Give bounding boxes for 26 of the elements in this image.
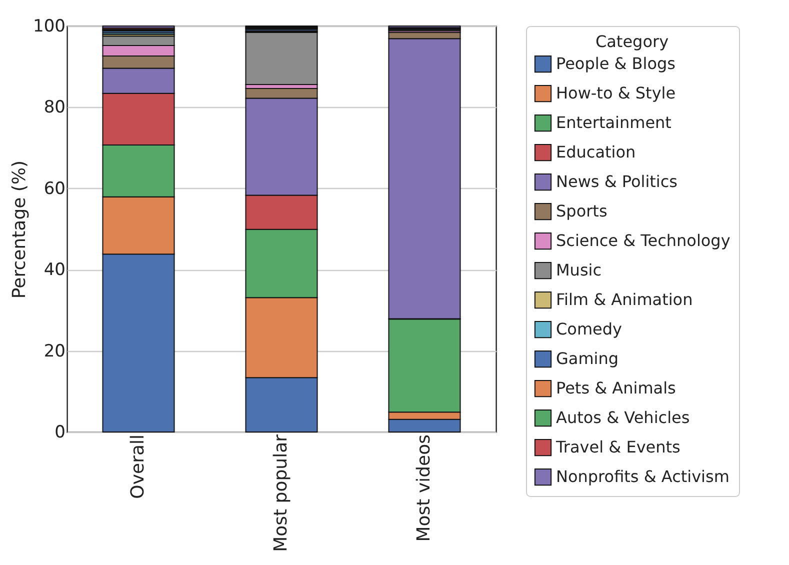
legend-label: Travel & Events — [555, 438, 680, 456]
y-tick-label: 20 — [44, 341, 66, 362]
y-tick-label: 40 — [44, 260, 66, 280]
legend-label: People & Blogs — [556, 54, 676, 73]
legend-label: Gaming — [556, 349, 619, 368]
x-tick-label: Most popular — [270, 434, 292, 552]
y-tick-label: 0 — [54, 422, 66, 442]
legend-label: Education — [556, 142, 636, 162]
legend-label: Comedy — [556, 320, 622, 338]
y-tick-label: 100 — [33, 16, 66, 36]
legend-label: Entertainment — [556, 113, 672, 132]
legend-label: Sports — [556, 202, 608, 220]
x-tick-label: Most videos — [414, 434, 434, 542]
legend-label: Music — [556, 260, 602, 280]
legend-label: Film & Animation — [556, 290, 693, 309]
legend-label: Autos & Vehicles — [556, 408, 690, 427]
x-tick-label: Overall — [128, 434, 148, 499]
y-tick-label: 60 — [44, 178, 66, 199]
legend-label: Nonprofits & Activism — [556, 467, 730, 486]
legend-label: Science & Technology — [556, 231, 730, 250]
legend-title: Category — [595, 32, 669, 51]
legend-label: How-to & Style — [556, 84, 676, 102]
legend-label: Pets & Animals — [556, 378, 676, 398]
y-tick-label: 80 — [44, 98, 66, 118]
legend-label: News & Politics — [556, 172, 678, 191]
y-axis-title: Percentage (%) — [9, 160, 30, 299]
